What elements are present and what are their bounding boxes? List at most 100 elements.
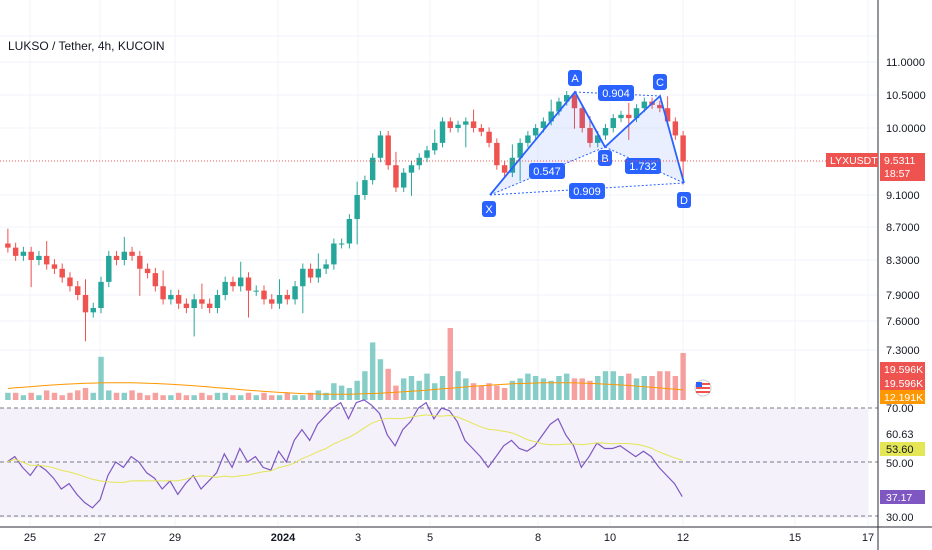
volume-bar-49 [385, 368, 391, 400]
volume-bar-56 [439, 376, 446, 400]
pattern-point-x-box [482, 201, 496, 217]
candle-body-1 [12, 247, 19, 256]
candle-body-33 [261, 290, 267, 300]
pattern-ratio-ac: 0.904 [602, 88, 630, 100]
volume-bar-65 [509, 380, 516, 400]
candle-body-59 [463, 121, 469, 125]
rsi-axis[interactable]: 70.00 50.00 30.00 60.63 53.60 37.17 [880, 403, 925, 524]
candle-body-75 [587, 128, 593, 143]
volume-bar-67 [525, 373, 531, 400]
volume-bar-21 [168, 395, 174, 400]
volume-bar-16 [129, 390, 135, 400]
pattern-point-c: C [656, 77, 664, 89]
candle-body-31 [245, 277, 252, 291]
candle-body-38 [300, 268, 306, 287]
volume-label-1: 19.596K [884, 364, 923, 376]
volume-bar-25 [199, 392, 205, 400]
candle-body-70 [548, 111, 554, 122]
candle-body-47 [369, 157, 376, 181]
candle-body-19 [152, 273, 159, 287]
candle-body-73 [571, 95, 578, 109]
volume-bar-19 [152, 392, 159, 400]
volume-bar-64 [501, 388, 508, 400]
candle-body-23 [183, 303, 190, 308]
volume-bar-10 [82, 388, 89, 400]
candle-body-18 [144, 268, 151, 274]
pattern-point-a-box [568, 70, 582, 86]
volume-bar-38 [300, 395, 306, 400]
current-price-label: LYXUSDT 9.5311 18:57 [826, 153, 925, 181]
time-axis[interactable]: 25 27 29 2024 3 5 8 10 12 15 17 [24, 532, 874, 544]
candle-body-81 [633, 108, 640, 119]
volume-bar-77 [602, 371, 609, 400]
rsi-tick-30: 30.00 [886, 512, 914, 524]
candle-body-35 [276, 295, 283, 304]
rsi-tick-50: 50.00 [886, 458, 914, 470]
volume-bar-62 [486, 383, 492, 400]
chart-title: LUKSO / Tether, 4h, KUCOIN [8, 39, 165, 53]
candle-body-34 [269, 299, 275, 304]
candle-body-39 [307, 268, 314, 278]
candle-body-69 [540, 121, 547, 128]
volume-ma-line [7, 382, 684, 395]
rsi-current-value: 37.17 [886, 492, 912, 504]
candle-body-44 [346, 219, 353, 244]
time-label-2: 29 [169, 532, 181, 544]
volume-bar-31 [245, 392, 252, 400]
volume-bar-1 [12, 392, 19, 400]
volume-bar-15 [121, 392, 128, 400]
volume-bar-41 [323, 392, 329, 400]
price-tick-8: 7.3000 [886, 345, 920, 357]
candle-body-85 [664, 108, 671, 122]
volume-bar-55 [432, 383, 438, 400]
candle-body-27 [214, 295, 221, 308]
price-tick-3: 9.1000 [886, 190, 920, 202]
candle-body-24 [191, 299, 197, 308]
candle-body-9 [75, 286, 81, 295]
volume-labels: 19.596K 19.596K 12.191K [880, 362, 925, 404]
pattern-point-d: D [680, 195, 688, 207]
volume-bar-17 [137, 392, 143, 400]
us-flag-icon[interactable] [694, 379, 712, 397]
rsi-ma-line [6, 414, 683, 483]
pattern-point-a: A [571, 73, 579, 85]
volume-bar-74 [579, 378, 585, 400]
harmonic-pattern[interactable]: X A B C D 0.547 0.904 1.732 0.909 [482, 70, 691, 217]
time-label-3: 2024 [271, 532, 296, 544]
pattern-ratio-bd: 1.732 [629, 161, 657, 173]
candle-body-6 [51, 264, 58, 269]
candle-body-32 [253, 290, 259, 292]
candle-body-41 [323, 264, 329, 269]
volume-bar-13 [106, 390, 112, 400]
volume-bar-59 [463, 378, 469, 400]
volume-bar-2 [20, 395, 27, 400]
candle-body-26 [206, 303, 213, 308]
volume-bar-87 [680, 352, 686, 400]
volume-bar-66 [517, 378, 523, 400]
candle-body-51 [400, 172, 407, 188]
candle-body-74 [579, 108, 585, 128]
volume-bar-46 [362, 371, 368, 400]
price-tick-5: 8.3000 [886, 255, 920, 267]
time-label-9: 15 [789, 532, 801, 544]
candle-body-43 [338, 243, 345, 245]
volume-bar-73 [571, 378, 578, 400]
rsi-upper-value: 60.63 [886, 429, 914, 441]
volume-bar-85 [664, 371, 671, 400]
price-axis[interactable]: 11.0000 10.5000 10.0000 9.1000 8.7000 8.3000 7… [886, 57, 926, 357]
volume-bar-33 [261, 392, 267, 400]
candle-body-58 [455, 124, 461, 128]
candle-body-46 [362, 180, 368, 195]
candle-body-29 [230, 281, 236, 287]
grid [0, 0, 878, 527]
candle-body-5 [43, 255, 50, 265]
price-tick-1: 10.5000 [886, 90, 926, 102]
volume-bar-7 [59, 395, 65, 400]
time-label-1: 27 [94, 532, 106, 544]
pattern-ratio-xd-box [569, 183, 605, 199]
rsi-tick-70: 70.00 [886, 403, 914, 415]
volume-bar-50 [393, 385, 399, 400]
candle-body-8 [67, 277, 73, 287]
pattern-xb-line [489, 146, 606, 196]
